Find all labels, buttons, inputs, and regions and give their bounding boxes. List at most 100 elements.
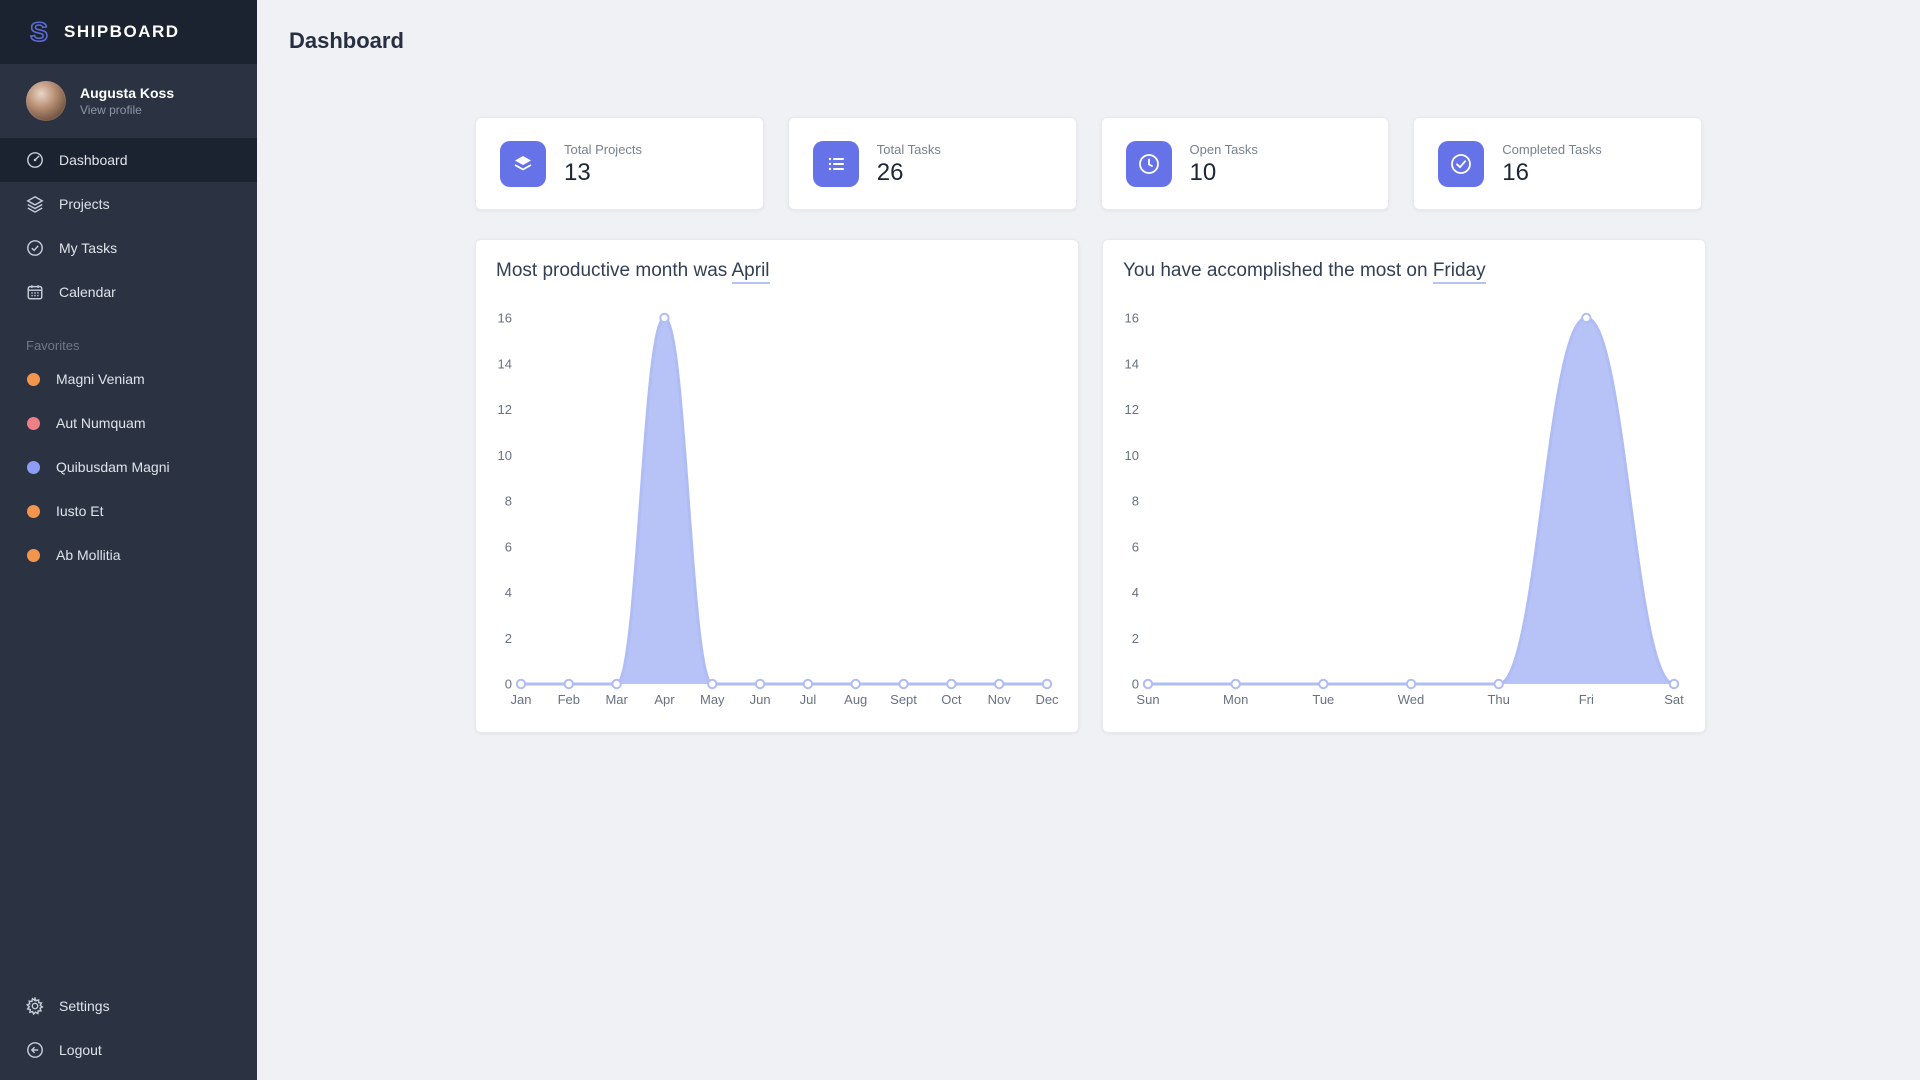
stat-label: Total Projects	[564, 141, 643, 157]
sidebar-spacer	[0, 577, 257, 984]
svg-text:14: 14	[1125, 356, 1139, 371]
svg-text:14: 14	[498, 356, 512, 371]
page-title: Dashboard	[289, 28, 404, 53]
svg-text:Aug: Aug	[844, 692, 867, 707]
favorite-item-aut-numquam[interactable]: Aut Numquam	[0, 401, 257, 445]
svg-text:Mon: Mon	[1223, 692, 1248, 707]
area-chart-weekly: 0 2 4 6 8 10 12 14 16 Sun Mon Tue Wed Thu Fri Sat	[1125, 311, 1685, 708]
main-content: Dashboard Total Projects 13	[257, 0, 1920, 1080]
svg-text:12: 12	[498, 402, 512, 417]
stat-text: Open Tasks 10	[1190, 141, 1258, 187]
favorites-list: Magni Veniam Aut Numquam Quibusdam Magni…	[0, 357, 257, 577]
svg-text:Jun: Jun	[750, 692, 771, 707]
chart-card-weekly: You have accomplished the most on Friday…	[1102, 239, 1706, 733]
app-name: SHIPBOARD	[64, 22, 180, 41]
svg-text:10: 10	[498, 448, 512, 463]
sidebar-footer: Settings Logout	[0, 984, 257, 1080]
sidebar-nav: Dashboard Projects My Tasks	[0, 138, 257, 314]
favorite-item-magni-veniam[interactable]: Magni Veniam	[0, 357, 257, 401]
svg-text:Oct: Oct	[941, 692, 962, 707]
sidebar-item-settings[interactable]: Settings	[0, 984, 257, 1028]
stat-label: Open Tasks	[1189, 141, 1258, 157]
svg-text:0: 0	[1132, 677, 1139, 692]
stat-text: Total Projects 13	[564, 141, 642, 187]
svg-text:Feb: Feb	[558, 692, 580, 707]
svg-text:16: 16	[1125, 311, 1139, 326]
app-logo[interactable]: S SHIPBOARD	[0, 0, 257, 64]
favorites-heading: Favorites	[26, 338, 80, 353]
project-color-dot	[27, 372, 40, 386]
shipboard-logo-icon: S	[29, 17, 49, 47]
sidebar-item-label: Settings	[59, 998, 110, 1014]
favorite-item-label: Ab Mollitia	[56, 547, 121, 563]
favorite-item-quibusdam-magni[interactable]: Quibusdam Magni	[0, 445, 257, 489]
user-avatar[interactable]	[26, 81, 66, 121]
sidebar-item-calendar[interactable]: Calendar	[0, 270, 257, 314]
user-name: Augusta Koss	[80, 85, 175, 101]
stat-card-completed-tasks: Completed Tasks 16	[1413, 117, 1702, 210]
project-color-dot	[27, 548, 40, 562]
user-profile[interactable]: Augusta Koss View profile	[0, 64, 257, 138]
stat-text: Total Tasks 26	[877, 141, 941, 187]
svg-text:Fri: Fri	[1579, 692, 1594, 707]
favorite-item-iusto-et[interactable]: Iusto Et	[0, 489, 257, 533]
svg-text:Jul: Jul	[800, 692, 817, 707]
stat-value: 26	[876, 158, 904, 186]
stat-label: Total Tasks	[876, 141, 941, 157]
stat-text: Completed Tasks 16	[1502, 141, 1601, 187]
svg-text:Tue: Tue	[1312, 692, 1334, 707]
list-icon	[812, 140, 859, 187]
svg-text:Wed: Wed	[1398, 692, 1425, 707]
project-color-dot	[27, 504, 40, 518]
svg-text:4: 4	[505, 585, 512, 600]
sidebar-item-projects[interactable]: Projects	[0, 182, 257, 226]
charts-row: Most productive month was April 0 2 4 6 8 10 1…	[475, 239, 1706, 733]
check-circle-icon	[27, 240, 43, 256]
favorite-item-label: Magni Veniam	[56, 371, 145, 387]
project-color-dot	[27, 416, 40, 430]
svg-text:6: 6	[1132, 539, 1139, 554]
sidebar-item-label: Dashboard	[59, 152, 128, 168]
favorite-item-ab-mollitia[interactable]: Ab Mollitia	[0, 533, 257, 577]
project-color-dot	[27, 460, 40, 474]
svg-text:Apr: Apr	[654, 692, 675, 707]
clock-icon	[1125, 140, 1172, 187]
chart-highlight-link[interactable]: Friday	[1432, 260, 1486, 284]
svg-text:12: 12	[1125, 402, 1139, 417]
dashboard-content: Total Projects 13	[475, 117, 1706, 733]
svg-text:Sat: Sat	[1664, 692, 1684, 707]
area-chart-monthly: 0 2 4 6 8 10 12 14 16 Jan Feb Mar Apr May Jun Jul Aug Sep…	[498, 311, 1058, 708]
check-circle-icon	[1438, 140, 1485, 187]
svg-text:2: 2	[1132, 631, 1139, 646]
sidebar-item-label: Calendar	[59, 284, 116, 300]
sidebar-item-my-tasks[interactable]: My Tasks	[0, 226, 257, 270]
sidebar: S SHIPBOARD Augusta Koss View profile Da…	[0, 0, 257, 1080]
favorite-item-label: Iusto Et	[56, 503, 104, 519]
stat-card-open-tasks: Open Tasks 10	[1100, 117, 1390, 210]
svg-text:Jan: Jan	[511, 692, 532, 707]
svg-text:0: 0	[505, 677, 512, 692]
svg-text:Mar: Mar	[605, 692, 628, 707]
logout-icon	[27, 1042, 43, 1058]
svg-text:4: 4	[1132, 585, 1139, 600]
sidebar-item-label: Projects	[59, 196, 110, 212]
chart-title-text: You have accomplished the most on	[1123, 260, 1433, 281]
svg-text:8: 8	[505, 494, 512, 509]
view-profile-link[interactable]: View profile	[80, 103, 142, 117]
sidebar-item-dashboard[interactable]: Dashboard	[0, 138, 257, 182]
chart-highlight-link[interactable]: April	[731, 260, 770, 284]
sidebar-item-logout[interactable]: Logout	[0, 1028, 257, 1072]
favorite-item-label: Aut Numquam	[56, 415, 146, 431]
svg-text:Sept: Sept	[890, 692, 917, 707]
stat-value: 16	[1502, 158, 1529, 186]
gear-icon	[26, 997, 44, 1015]
profile-text: Augusta Koss View profile	[80, 84, 174, 118]
calendar-icon	[27, 285, 43, 300]
svg-text:Thu: Thu	[1487, 692, 1509, 707]
sidebar-item-label: My Tasks	[59, 240, 118, 256]
svg-text:Dec: Dec	[1035, 692, 1058, 707]
chart-title: You have accomplished the most on Friday	[1123, 258, 1685, 284]
sidebar-item-label: Logout	[59, 1042, 102, 1058]
svg-text:16: 16	[498, 311, 512, 326]
layers-icon	[26, 195, 44, 213]
